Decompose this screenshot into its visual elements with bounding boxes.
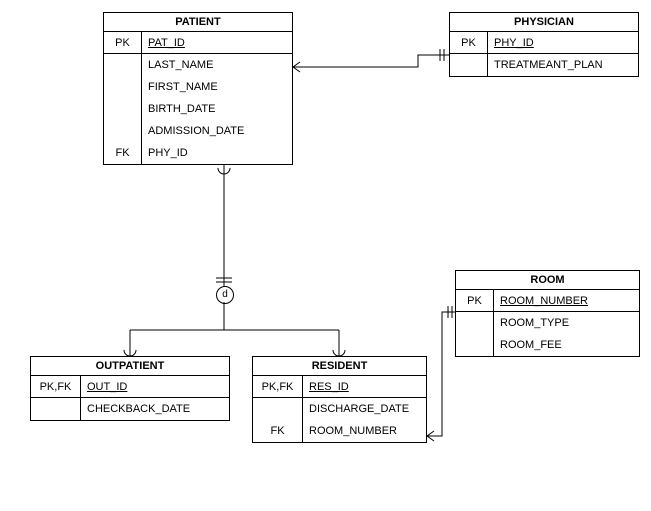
key-cell: [450, 54, 487, 76]
key-cell: PK: [450, 32, 487, 54]
key-cell: FK: [253, 420, 302, 442]
attr-cell: BIRTH_DATE: [142, 98, 292, 120]
attr-cell: OUT_ID: [81, 376, 229, 398]
attr-cell: RES_ID: [303, 376, 426, 398]
attr-cell: LAST_NAME: [142, 54, 292, 76]
entity-outpatient: OUTPATIENT PK,FK OUT_ID CHECKBACK_DATE: [30, 356, 230, 421]
entity-title: OUTPATIENT: [31, 357, 229, 376]
attr-cell: ROOM_TYPE: [494, 312, 639, 334]
key-cell: [456, 312, 493, 334]
entity-title: PHYSICIAN: [450, 13, 638, 32]
entity-resident: RESIDENT PK,FK FK RES_ID DISCHARGE_DATE …: [252, 356, 427, 443]
attr-cell: TREATMEANT_PLAN: [488, 54, 638, 76]
attr-cell: ROOM_NUMBER: [494, 290, 639, 312]
attr-cell: PHY_ID: [488, 32, 638, 54]
attr-cell: DISCHARGE_DATE: [303, 398, 426, 420]
entity-title: PATIENT: [104, 13, 292, 32]
er-diagram-canvas: PATIENT PK FK PAT_ID LAST_NAME FIRST_NAM…: [0, 0, 651, 511]
key-cell: [253, 398, 302, 420]
attr-cell: PAT_ID: [142, 32, 292, 54]
attr-cell: ROOM_NUMBER: [303, 420, 426, 442]
connector-resident-room: [427, 312, 455, 436]
connector-patient-physician: [293, 55, 449, 67]
entity-title: RESIDENT: [253, 357, 426, 376]
key-cell: [31, 398, 80, 420]
entity-title: ROOM: [456, 271, 639, 290]
key-cell: [456, 334, 493, 356]
key-cell: PK: [456, 290, 493, 312]
key-cell: [104, 54, 141, 76]
key-cell: [104, 98, 141, 120]
key-cell: PK: [104, 32, 141, 54]
connector-inherit-children: [130, 302, 339, 356]
inheritance-symbol: d: [216, 286, 234, 304]
entity-physician: PHYSICIAN PK PHY_ID TREATMEANT_PLAN: [449, 12, 639, 77]
attr-cell: ADMISSION_DATE: [142, 120, 292, 142]
key-cell: PK,FK: [31, 376, 80, 398]
entity-room: ROOM PK ROOM_NUMBER ROOM_TYPE ROOM_FEE: [455, 270, 640, 357]
inheritance-label: d: [222, 289, 228, 300]
attr-cell: CHECKBACK_DATE: [81, 398, 229, 420]
attr-cell: FIRST_NAME: [142, 76, 292, 98]
entity-patient: PATIENT PK FK PAT_ID LAST_NAME FIRST_NAM…: [103, 12, 293, 165]
key-cell: PK,FK: [253, 376, 302, 398]
key-cell: FK: [104, 142, 141, 164]
key-cell: [104, 120, 141, 142]
key-cell: [104, 76, 141, 98]
attr-cell: PHY_ID: [142, 142, 292, 164]
attr-cell: ROOM_FEE: [494, 334, 639, 356]
